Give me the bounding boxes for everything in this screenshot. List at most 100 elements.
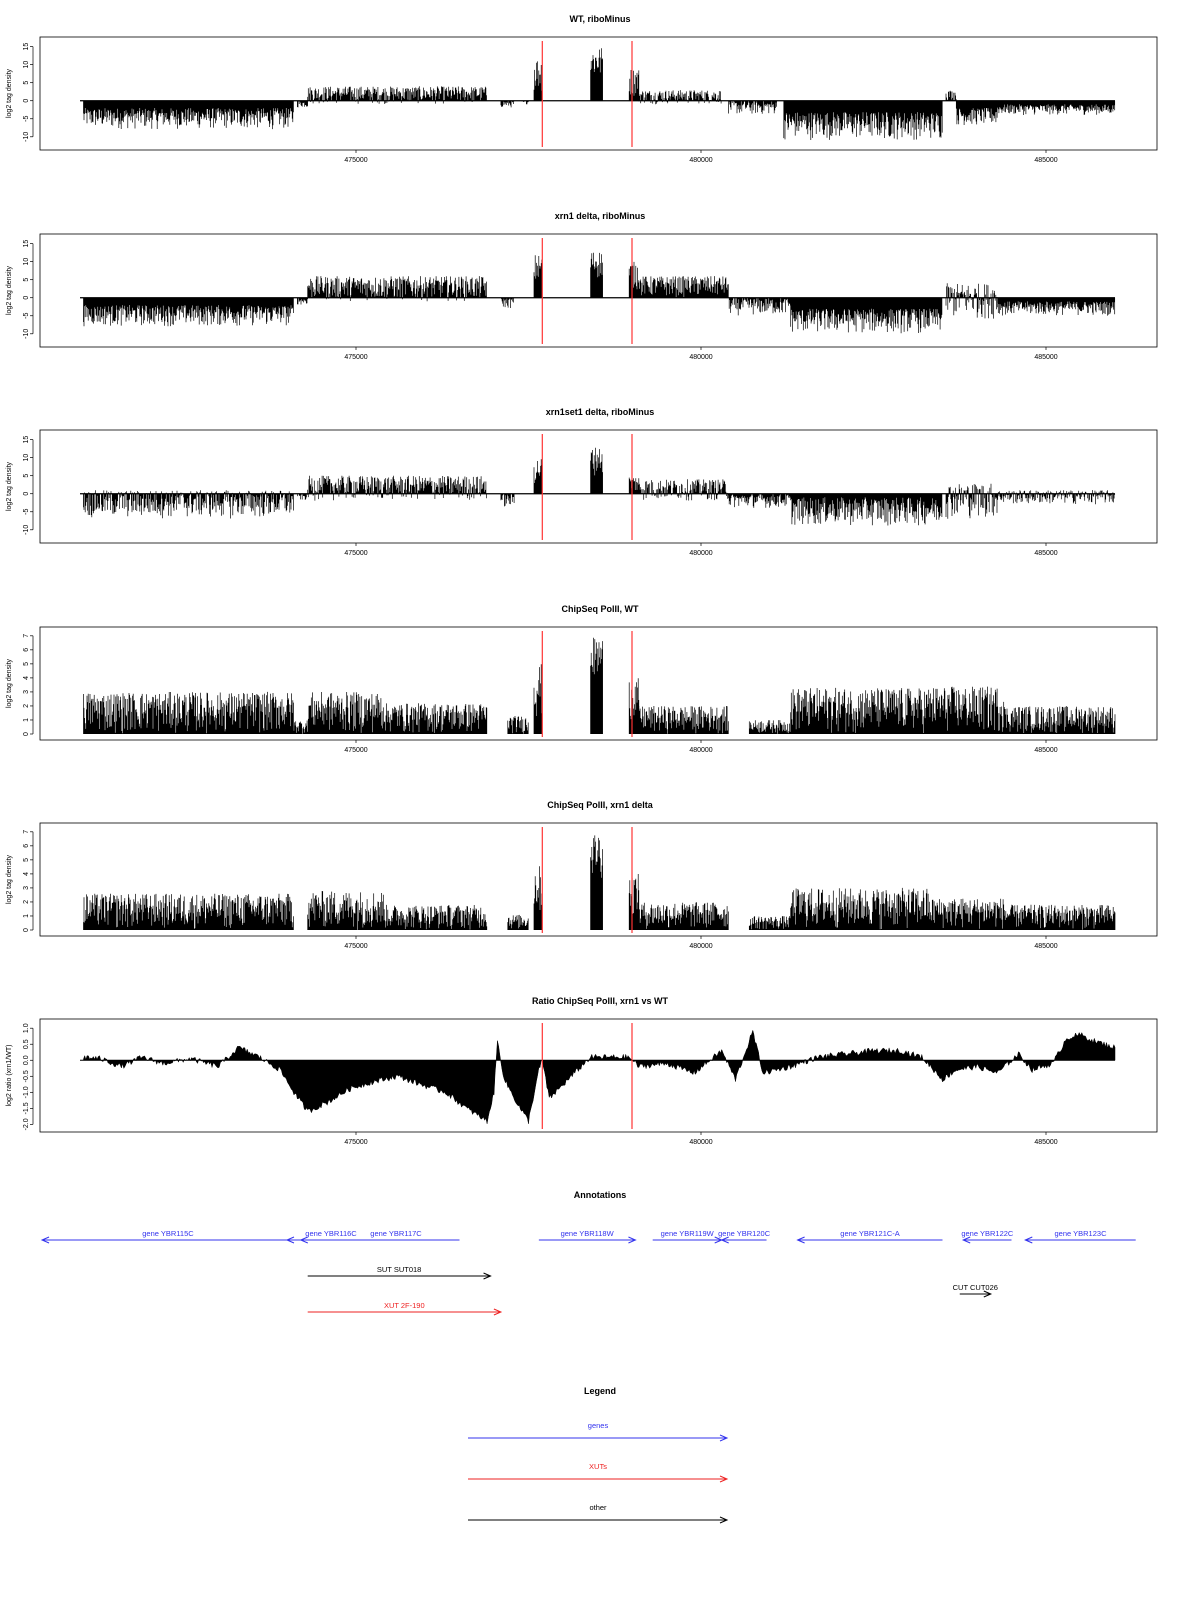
x-tick-label: 480000 — [689, 747, 712, 754]
panel-3: xrn1set1 delta, riboMinus -10 -5 0 5 10 15 log2… — [6, 407, 1158, 557]
y-tick-label: 15 — [23, 436, 30, 444]
feature-label: gene YBR117C — [370, 1229, 422, 1238]
legend: Legend genes XUTs other — [468, 1386, 729, 1524]
x-tick-label: 485000 — [1034, 550, 1057, 557]
y-tick-label: 5 — [23, 858, 30, 862]
panel-frame — [39, 822, 1158, 937]
y-tick-label: 15 — [23, 43, 30, 51]
x-axis: 475000 480000 485000 — [344, 347, 1058, 361]
feature-7: gene YBR121C-A — [796, 1229, 943, 1244]
legend-label: genes — [588, 1421, 609, 1430]
y-tick-label: 7 — [23, 830, 30, 834]
ratio-area — [83, 1029, 1116, 1124]
legend-title: Legend — [584, 1386, 616, 1396]
y-tick-label: 4 — [23, 872, 30, 876]
arrow-head — [1024, 1236, 1033, 1244]
feature-label: gene YBR118W — [561, 1229, 615, 1238]
feature-10: SUT SUT018 — [307, 1265, 492, 1280]
y-axis: 0 1 2 3 4 5 6 7 log2 tag density — [6, 634, 34, 736]
panel-title: xrn1set1 delta, riboMinus — [546, 407, 655, 417]
x-tick-label: 475000 — [344, 354, 367, 361]
y-tick-label: 10 — [23, 454, 30, 462]
y-axis: -10 -5 0 5 10 15 log2 tag density — [6, 43, 34, 142]
annotations-title: Annotations — [574, 1190, 627, 1200]
series-bars — [83, 447, 1116, 526]
panel-4: ChipSeq PolII, WT 0 1 2 3 4 5 6 7 log2 tag densit… — [6, 604, 1158, 754]
y-tick-label: 0 — [23, 732, 30, 736]
feature-label: SUT SUT018 — [377, 1265, 421, 1274]
arrow-head — [299, 1236, 308, 1244]
feature-3: gene YBR117C — [299, 1229, 460, 1244]
x-tick-label: 480000 — [689, 354, 712, 361]
x-tick-label: 485000 — [1034, 1139, 1057, 1146]
y-tick-label: 0.5 — [23, 1039, 30, 1049]
x-axis: 475000 480000 485000 — [344, 150, 1058, 164]
panel-title: ChipSeq PolII, xrn1 delta — [547, 800, 654, 810]
x-tick-label: 475000 — [344, 747, 367, 754]
feature-6: gene YBR120C — [718, 1229, 771, 1244]
y-tick-label: 0.0 — [23, 1055, 30, 1065]
legend-item-gene: genes — [468, 1421, 729, 1442]
y-tick-label: 5 — [23, 474, 30, 478]
y-tick-label: -5 — [23, 313, 30, 319]
y-axis: -10 -5 0 5 10 15 log2 tag density — [6, 240, 34, 339]
x-tick-label: 485000 — [1034, 943, 1057, 950]
feature-12: CUT CUT026 — [953, 1283, 998, 1298]
y-axis-label: log2 tag density — [6, 68, 13, 118]
y-tick-label: -10 — [23, 132, 30, 142]
x-tick-label: 475000 — [344, 943, 367, 950]
data-marks — [80, 48, 1116, 140]
arrow-head — [628, 1236, 637, 1244]
feature-label: gene YBR123C — [1055, 1229, 1108, 1238]
panel-title: xrn1 delta, riboMinus — [555, 211, 646, 221]
panel-2: xrn1 delta, riboMinus -10 -5 0 5 10 15 log2 tag… — [6, 211, 1158, 361]
legend-item-other: other — [468, 1503, 729, 1524]
feature-label: gene YBR121C-A — [840, 1229, 899, 1238]
feature-label: gene YBR116C — [305, 1229, 357, 1238]
annotations-panel: Annotations gene YBR115C gene YBR116C gene … — [40, 1190, 1136, 1316]
y-tick-label: -1.0 — [23, 1086, 30, 1098]
feature-label: CUT CUT026 — [953, 1283, 998, 1292]
data-marks — [83, 835, 1116, 930]
feature-label: gene YBR119W — [661, 1229, 715, 1238]
y-axis: -2.0 -1.5 -1.0 -0.5 0.0 0.5 1.0 log2 ratio (xrn… — [6, 1023, 34, 1130]
y-tick-label: 5 — [23, 662, 30, 666]
legend-label: XUTs — [589, 1462, 607, 1471]
y-tick-label: 0 — [23, 928, 30, 932]
feature-1: gene YBR115C — [40, 1229, 294, 1244]
data-marks — [83, 637, 1116, 734]
y-tick-label: -2.0 — [23, 1118, 30, 1130]
panel-title: WT, riboMinus — [570, 14, 631, 24]
panel-1: WT, riboMinus -10 -5 0 5 10 15 log2 tag density… — [6, 14, 1158, 164]
arrow-head — [40, 1236, 50, 1244]
y-tick-label: 10 — [23, 258, 30, 266]
legend-item-xut: XUTs — [468, 1462, 729, 1483]
panel-6: Ratio ChipSeq PolII, xrn1 vs WT-2.0-1.5-… — [6, 996, 1158, 1146]
y-tick-label: 0 — [23, 99, 30, 103]
arrow-head — [720, 1236, 729, 1244]
x-tick-label: 475000 — [344, 1139, 367, 1146]
y-axis: 0 1 2 3 4 5 6 7 log2 tag density — [6, 830, 34, 932]
series-bars — [83, 835, 1116, 930]
panel-frame — [39, 429, 1158, 544]
series-bars — [83, 637, 1116, 734]
y-tick-label: -10 — [23, 329, 30, 339]
panel-title: Ratio ChipSeq PolII, xrn1 vs WT — [532, 996, 669, 1006]
arrow-head — [983, 1290, 993, 1298]
x-tick-label: 475000 — [344, 157, 367, 164]
feature-5: gene YBR119W — [652, 1229, 723, 1244]
y-tick-label: 10 — [23, 61, 30, 69]
y-tick-label: 6 — [23, 648, 30, 652]
y-tick-label: -5 — [23, 116, 30, 122]
arrow-head — [719, 1434, 729, 1442]
feature-label: gene YBR122C — [961, 1229, 1014, 1238]
x-axis: 475000 480000 485000 — [344, 1132, 1058, 1146]
y-tick-label: -0.5 — [23, 1070, 30, 1082]
feature-2: gene YBR116C — [285, 1229, 357, 1244]
feature-label: XUT 2F-190 — [384, 1301, 425, 1310]
x-tick-label: 475000 — [344, 550, 367, 557]
data-marks — [80, 447, 1116, 526]
feature-8: gene YBR122C — [961, 1229, 1014, 1244]
y-axis: -10 -5 0 5 10 15 log2 tag density — [6, 436, 34, 535]
